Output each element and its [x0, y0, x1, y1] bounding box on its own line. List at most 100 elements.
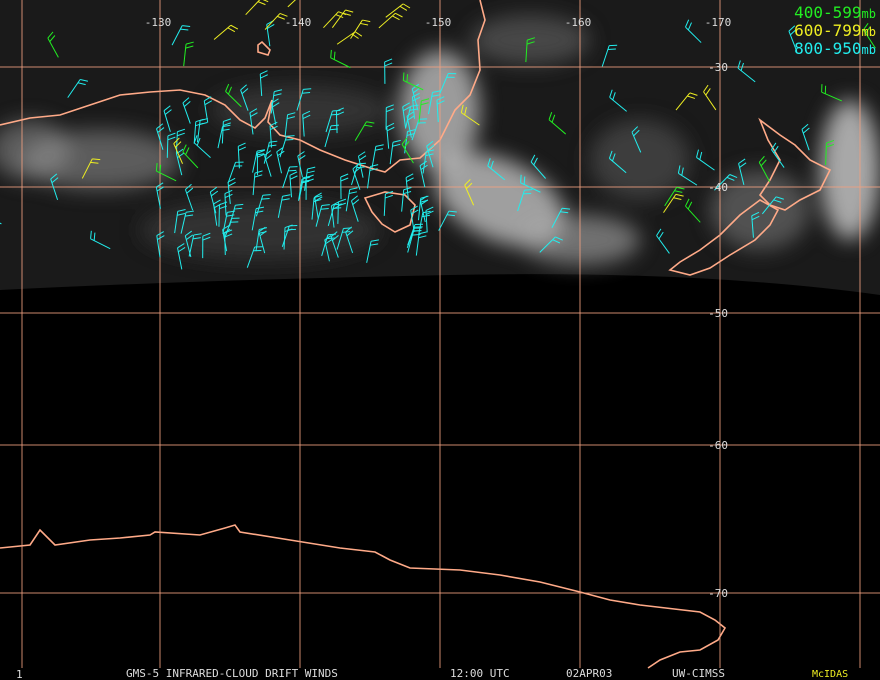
- wind-barb: [436, 96, 445, 123]
- wind-barb: [425, 206, 434, 233]
- wind-barb: [276, 146, 285, 174]
- barb-tick: [285, 138, 294, 141]
- barb-tick: [182, 97, 190, 104]
- barb-tick: [421, 98, 430, 102]
- barb-tick: [385, 194, 393, 199]
- legend-entry: 600-799mb: [794, 21, 876, 40]
- legend-range: 800-950: [794, 39, 861, 58]
- wind-barb: [203, 96, 213, 123]
- wind-barb: [411, 118, 428, 141]
- barb-tick: [177, 212, 186, 216]
- barb-tick: [403, 141, 410, 148]
- barb-tick: [418, 235, 427, 239]
- barb-tick: [359, 155, 367, 161]
- barb-tick: [338, 202, 347, 207]
- barb-tick: [223, 118, 232, 122]
- barb-tick: [49, 35, 56, 42]
- barb-tick: [425, 206, 434, 211]
- barb-tick: [386, 104, 394, 109]
- wind-barb: [155, 163, 177, 182]
- barb-tick: [370, 239, 380, 242]
- barb-tick: [186, 187, 194, 194]
- barb-tick: [560, 211, 569, 214]
- barb-tick: [675, 193, 684, 197]
- barb-tick: [771, 142, 777, 150]
- wind-barb: [277, 194, 291, 218]
- barb-tick: [315, 196, 323, 202]
- barb-tick: [277, 150, 285, 157]
- barb-tick: [225, 83, 230, 92]
- barb-tick: [185, 214, 194, 217]
- wind-barb: [50, 173, 59, 201]
- barb-tick: [156, 182, 164, 188]
- wind-barb: [354, 121, 375, 141]
- wind-barb: [202, 232, 211, 259]
- barb-tick: [235, 203, 244, 206]
- barb-tick: [407, 129, 416, 132]
- barb-tick: [358, 151, 366, 157]
- wind-barb: [352, 163, 361, 190]
- barb-tick: [555, 236, 563, 241]
- barb-tick: [301, 180, 310, 184]
- wind-barb: [539, 236, 563, 253]
- barb-tick: [332, 234, 339, 241]
- barb-tick: [185, 41, 194, 45]
- legend-entry: 800-950mb: [794, 39, 876, 58]
- barb-tick: [460, 104, 464, 113]
- barb-tick: [406, 177, 414, 182]
- barb-tick: [402, 72, 405, 81]
- wind-barb: [419, 195, 429, 223]
- wind-barb: [406, 226, 423, 248]
- wind-barb: [330, 231, 339, 258]
- barb-tick: [402, 102, 410, 108]
- barb-tick: [289, 171, 298, 176]
- barb-tick: [392, 143, 401, 147]
- wind-barb: [224, 189, 233, 216]
- barb-tick: [523, 176, 526, 185]
- barb-tick: [776, 196, 784, 200]
- tasmania-coast: [363, 191, 416, 233]
- wind-barb: [415, 231, 427, 256]
- grid-labels: -130 -140 -150 -160 -170 -30 -40 -50 -60 -70: [145, 16, 732, 600]
- barb-tick: [276, 146, 284, 153]
- barb-tick: [330, 231, 338, 238]
- barb-tick: [788, 25, 796, 32]
- barb-tick: [260, 70, 268, 75]
- wind-barb: [407, 223, 424, 246]
- wind-barb: [530, 154, 546, 179]
- barb-tick: [178, 247, 186, 253]
- barb-tick: [185, 147, 190, 155]
- wind-barb: [302, 110, 311, 137]
- barb-tick: [801, 123, 809, 130]
- wind-barb: [283, 224, 293, 250]
- wind-barb: [166, 132, 176, 158]
- wind-barb: [156, 123, 165, 150]
- wind-barb: [323, 11, 347, 29]
- barb-tick: [90, 161, 99, 164]
- barb-tick: [490, 160, 494, 169]
- barb-tick: [186, 234, 194, 241]
- wind-barb: [737, 60, 756, 83]
- barb-tick: [465, 182, 473, 190]
- barb-tick: [551, 114, 556, 123]
- wind-barb: [406, 111, 415, 138]
- latitude-label: -60: [708, 439, 728, 452]
- barb-tick: [421, 214, 430, 218]
- barb-tick: [612, 92, 616, 101]
- barb-tick: [302, 114, 311, 119]
- barb-tick: [193, 233, 202, 236]
- wind-barb: [213, 199, 222, 226]
- wind-barb: [264, 12, 288, 30]
- barb-tick: [673, 197, 682, 200]
- barb-tick: [256, 206, 265, 210]
- legend-range: 600-799: [794, 21, 861, 40]
- latitude-label: -30: [708, 61, 728, 74]
- barb-tick: [227, 27, 236, 33]
- barb-tick: [729, 174, 738, 179]
- wind-barb: [184, 183, 194, 211]
- wind-barb: [269, 121, 278, 148]
- barb-tick: [402, 3, 411, 9]
- legend-unit: mb: [862, 25, 876, 39]
- wind-barb: [221, 118, 232, 144]
